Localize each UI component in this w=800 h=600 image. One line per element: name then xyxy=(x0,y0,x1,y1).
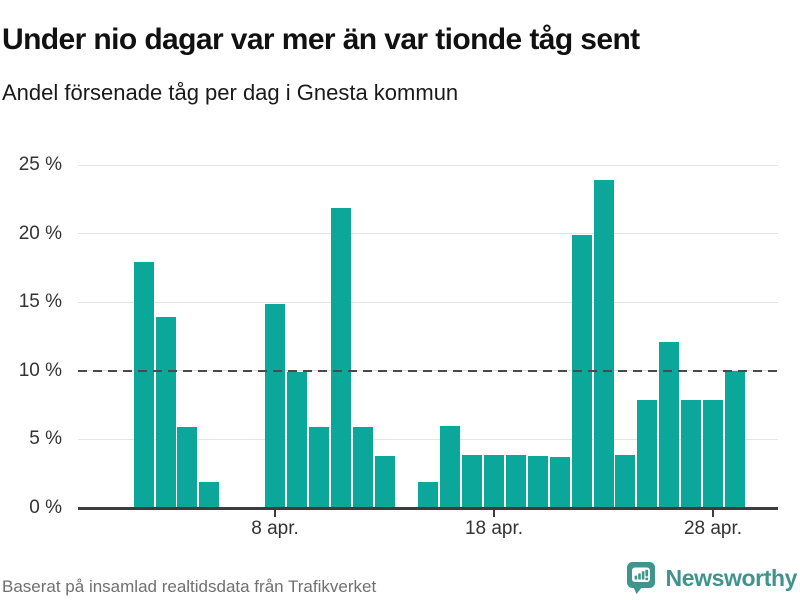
bar-apr-16 xyxy=(440,425,461,508)
bar-apr-20 xyxy=(527,455,548,508)
bar-apr-23 xyxy=(593,180,614,508)
bar-apr-13 xyxy=(374,455,395,508)
bar-apr-9 xyxy=(286,372,307,508)
bar-apr-10 xyxy=(308,427,329,508)
x-axis-tick xyxy=(274,509,276,517)
bar-apr-26 xyxy=(659,342,680,508)
bar-apr-21 xyxy=(549,457,570,508)
gridline-15 xyxy=(78,301,778,303)
plot-area xyxy=(78,164,778,510)
bar-apr-12 xyxy=(352,427,373,508)
x-axis-tick xyxy=(712,509,714,517)
bar-apr-4 xyxy=(177,427,198,508)
y-axis-label: 10 % xyxy=(18,359,62,381)
bar-apr-17 xyxy=(462,454,483,508)
y-axis-label: 0 % xyxy=(29,497,62,518)
bar-apr-5 xyxy=(199,481,220,508)
bar-apr-28 xyxy=(703,399,723,508)
bar-apr-25 xyxy=(637,399,658,508)
bar-apr-8 xyxy=(265,303,285,508)
bar-apr-15 xyxy=(418,481,439,508)
bar-apr-18 xyxy=(484,454,504,508)
bar-apr-29 xyxy=(724,370,745,508)
gridline-20 xyxy=(78,233,778,235)
x-axis-label: 18 apr. xyxy=(464,518,524,539)
source-note: Baserat på insamlad realtidsdata från Tr… xyxy=(2,577,377,596)
y-axis-label: 20 % xyxy=(18,222,62,244)
x-axis-label: 8 apr. xyxy=(251,518,299,539)
bar-apr-2 xyxy=(133,262,154,508)
y-axis-label: 5 % xyxy=(29,428,62,450)
bar-apr-24 xyxy=(615,454,636,508)
newsworthy-chart-bubble-icon xyxy=(626,561,659,595)
x-axis-label: 28 apr. xyxy=(683,518,743,539)
gridline-25 xyxy=(78,164,778,166)
gridline-5 xyxy=(78,438,778,440)
bar-apr-19 xyxy=(505,454,526,508)
bar-apr-27 xyxy=(681,399,702,508)
brand-name: Newsworthy xyxy=(665,564,798,591)
page-title: Under nio dagar var mer än var tionde tå… xyxy=(2,23,640,57)
x-axis-tick xyxy=(493,509,495,517)
bar-apr-3 xyxy=(155,317,176,508)
y-axis-label: 25 % xyxy=(18,154,62,175)
x-axis-line xyxy=(78,506,778,510)
reference-line-10pct xyxy=(78,369,778,372)
y-axis-label: 15 % xyxy=(18,291,62,313)
bar-apr-11 xyxy=(330,207,351,508)
chart-subtitle: Andel försenade tåg per dag i Gnesta kom… xyxy=(2,80,459,105)
newsworthy-logo: Newsworthy xyxy=(626,561,797,595)
